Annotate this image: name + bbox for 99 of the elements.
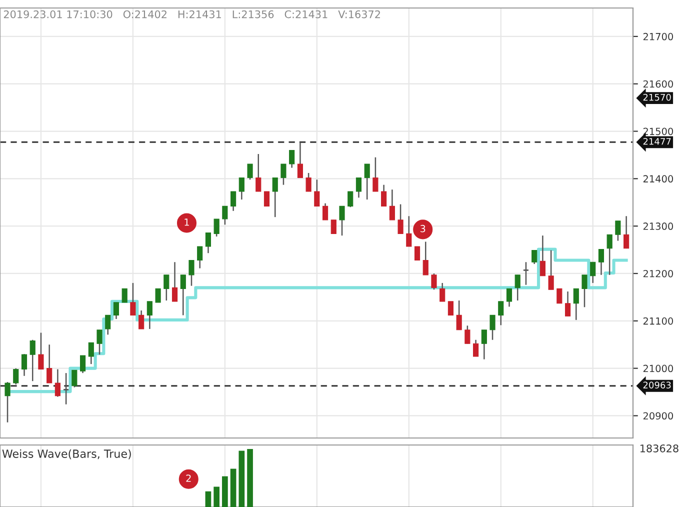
text: 183628 [640, 444, 678, 452]
candlestick [256, 153, 262, 192]
candlestick [514, 274, 520, 302]
candlestick [532, 250, 538, 265]
bar [238, 450, 245, 507]
candlestick [556, 288, 562, 304]
y-tick-label: 21000 [643, 364, 674, 372]
candlestick [481, 329, 487, 360]
ref-line-label: 20963 [643, 382, 671, 388]
candlestick [381, 184, 387, 207]
ref-line-label: 21477 [643, 138, 671, 145]
candlestick [188, 260, 194, 286]
candlestick [197, 246, 203, 269]
candlestick [456, 300, 462, 331]
candlestick [230, 190, 236, 212]
candlestick [431, 272, 437, 290]
y-tick-label: 21600 [643, 80, 674, 88]
candlestick [122, 288, 128, 303]
bar [205, 491, 212, 507]
candlestick [322, 202, 328, 221]
candlestick [440, 282, 446, 302]
candlestick [598, 248, 604, 276]
candlestick [490, 314, 496, 340]
candlestick [398, 204, 404, 234]
annotation: 1 [184, 218, 189, 226]
candlestick [38, 332, 44, 370]
candlestick [364, 163, 370, 200]
candlestick [46, 344, 52, 384]
candlestick [80, 354, 86, 374]
candlestick [264, 191, 270, 206]
candlestick [582, 274, 588, 308]
y-tick-label: 21200 [643, 270, 674, 278]
candlestick [540, 234, 546, 276]
candlestick [172, 261, 178, 302]
y-tick-label: 20900 [643, 412, 674, 420]
candlestick [88, 342, 94, 365]
candlestick [30, 339, 36, 382]
candlestick [314, 178, 320, 207]
candlestick [389, 188, 395, 221]
candlestick [222, 206, 228, 226]
candlestick [615, 220, 621, 242]
candlestick [448, 301, 454, 316]
candlestick [414, 246, 420, 261]
candlestick [105, 314, 111, 336]
annotation: 2019.23.01 17:10:30 O:21402 H:21431 L:21356 C:21431 V:16372 [4, 10, 380, 18]
candlestick [506, 288, 512, 308]
candlestick [280, 163, 286, 186]
candlestick [306, 172, 312, 192]
candlestick [422, 241, 428, 276]
candlestick [498, 300, 504, 326]
candlestick [205, 232, 211, 254]
y-tick-label: 21400 [643, 175, 674, 183]
bar [222, 476, 228, 507]
annotation: 2 [186, 474, 191, 482]
candlestick [21, 353, 28, 377]
candlestick [146, 300, 152, 330]
candlestick [606, 234, 612, 276]
text: 21570 [643, 94, 671, 101]
candlestick [238, 177, 244, 200]
candlestick [138, 310, 144, 330]
candlestick [155, 288, 161, 304]
candlestick [372, 156, 378, 192]
bar [214, 486, 220, 507]
candlestick [464, 325, 470, 344]
annotation: 3 [420, 224, 426, 232]
candlestick [348, 190, 354, 208]
candlestick [624, 216, 630, 249]
candlestick [4, 381, 10, 423]
candlestick [289, 150, 295, 168]
candlestick [339, 206, 345, 236]
candlestick [330, 219, 336, 234]
y-tick-label: 21500 [643, 128, 674, 136]
candlestick [13, 368, 19, 386]
chart-title: Weiss Wave(Bars, True) [2, 449, 131, 460]
candlestick [214, 218, 220, 238]
candlestick [272, 177, 278, 218]
candlestick [164, 274, 170, 302]
candlestick [548, 250, 554, 290]
candlestick [406, 216, 412, 248]
candlestick [113, 302, 120, 320]
candlestick [62, 372, 70, 405]
bar [247, 449, 253, 507]
candlestick [564, 290, 571, 317]
candlestick [72, 370, 78, 388]
candlestick [297, 142, 303, 178]
candlestick [130, 282, 136, 316]
candlestick [54, 368, 60, 398]
y-tick-label: 21700 [643, 32, 674, 40]
candlestick [247, 163, 253, 180]
candlestick [590, 261, 596, 284]
candlestick [522, 261, 530, 286]
y-tick-label: 21300 [643, 222, 674, 230]
candlestick [180, 274, 186, 316]
candlestick [473, 339, 479, 358]
candlestick [96, 329, 102, 356]
y-tick-label: 21100 [643, 317, 674, 325]
candlestick [573, 288, 579, 321]
candlestick [356, 177, 362, 198]
bar [230, 468, 236, 507]
